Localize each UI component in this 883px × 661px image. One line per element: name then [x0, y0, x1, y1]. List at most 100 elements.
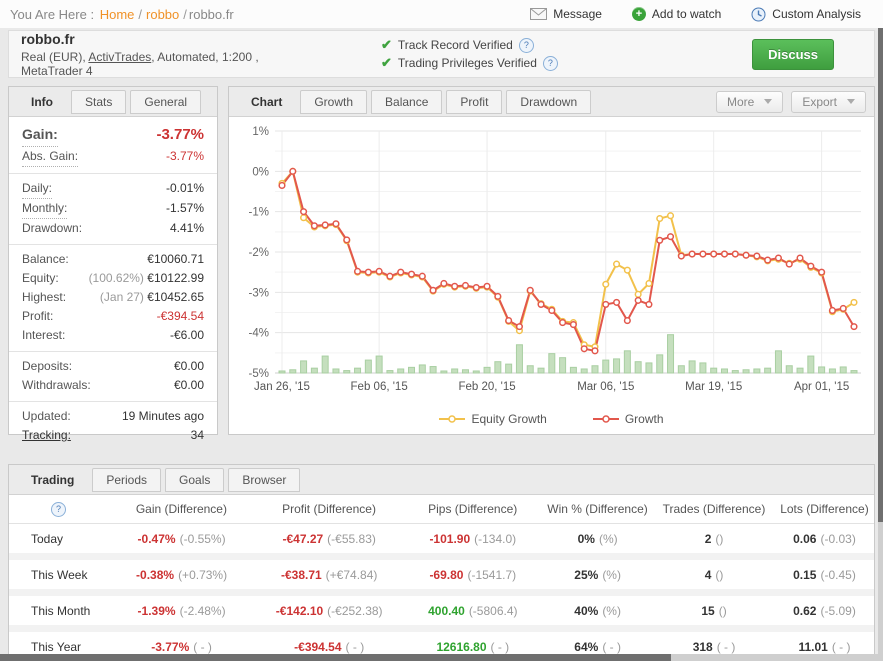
chart-tabstrip: Chart Growth Balance Profit Drawdown More Ex… — [229, 87, 874, 117]
info-row-profit: Profit: -€394.54 — [22, 307, 204, 326]
legend-item-growth[interactable]: Growth — [592, 412, 664, 426]
breadcrumb: You Are Here : Home / robbo / robbo.fr — [10, 7, 234, 22]
chart-tab-profit[interactable]: Profit — [446, 89, 503, 114]
trading-tab-goals[interactable]: Goals — [165, 467, 225, 492]
cell-value: 15 — [701, 603, 715, 618]
table-cell: -€38.71 (+€74.84) — [255, 568, 404, 582]
breadcrumb-current: robbo.fr — [188, 6, 234, 22]
cell-value: 0.62 — [793, 603, 817, 618]
trading-tab-trading[interactable]: Trading — [31, 472, 75, 487]
svg-text:-5%: -5% — [249, 368, 269, 380]
cell-value: 12616.80 — [436, 639, 487, 654]
info-row-abs-gain: Abs. Gain: -3.77% — [22, 147, 204, 167]
breadcrumb-home-link[interactable]: Home — [99, 6, 135, 22]
vertical-scrollbar[interactable] — [878, 28, 883, 661]
more-button[interactable]: More — [715, 90, 784, 113]
cell-difference: ( - ) — [716, 639, 736, 654]
custom-analysis-button[interactable]: Custom Analysis — [751, 7, 861, 22]
info-tab-stats[interactable]: Stats — [71, 89, 127, 114]
column-header-win: Win % (Difference) — [547, 502, 648, 516]
more-label: More — [726, 94, 755, 109]
track-record-badge: ✔ Track Record Verified ? — [381, 37, 752, 53]
period-label: This Year — [31, 639, 82, 654]
chart-tab-chart[interactable]: Chart — [251, 94, 283, 109]
legend-item-equity-growth[interactable]: Equity Growth — [439, 412, 547, 426]
period-label: This Week — [31, 567, 88, 582]
period-label: Today — [31, 531, 64, 546]
info-row-withdrawals: Withdrawals: €0.00 — [22, 376, 204, 395]
group-divider — [9, 173, 217, 174]
help-icon[interactable]: ? — [51, 502, 67, 517]
message-button[interactable]: Message — [530, 7, 602, 21]
column-header-gain: Gain (Difference) — [135, 502, 227, 516]
cell-value: 0.06 — [793, 531, 817, 546]
verification-badges: ✔ Track Record Verified ? ✔ Trading Priv… — [321, 35, 752, 73]
svg-text:-4%: -4% — [249, 328, 269, 340]
cell-value: 11.01 — [798, 639, 828, 654]
custom-analysis-label: Custom Analysis — [772, 7, 861, 21]
chart-tab-growth[interactable]: Growth — [300, 89, 368, 114]
info-row-gain: Gain: -3.77% — [22, 123, 204, 147]
vertical-scrollbar-thumb[interactable] — [878, 28, 883, 522]
info-label-interest: Interest: — [22, 328, 66, 342]
info-label-tracking[interactable]: Tracking: — [22, 428, 71, 442]
table-cell: -69.80 (-1541.7) — [403, 568, 542, 582]
info-tab-info[interactable]: Info — [31, 94, 53, 109]
cell-difference: (-5.09) — [820, 603, 856, 618]
info-tab-general[interactable]: General — [130, 89, 202, 114]
info-row-balance: Balance: €10060.71 — [22, 250, 204, 269]
export-label: Export — [802, 94, 837, 109]
cell-difference: () — [715, 567, 724, 582]
cell-difference: (%) — [602, 603, 621, 618]
help-icon[interactable]: ? — [518, 37, 534, 53]
cell-value: -1.39% — [137, 603, 176, 618]
checkmark-icon: ✔ — [381, 55, 392, 70]
help-icon[interactable]: ? — [542, 55, 558, 71]
info-panel: Info Stats General Gain: -3.77% Abs. Gain: -3… — [8, 86, 218, 442]
trading-table-body: Today -0.47% (-0.55%) -€47.27 (-€55.83) -101.… — [9, 524, 874, 656]
add-to-watch-button[interactable]: + Add to watch — [631, 7, 721, 21]
cell-difference: (-€55.83) — [327, 531, 376, 546]
cell-value: 318 — [692, 639, 713, 654]
info-row-highest: Highest: (Jan 27) €10452.65 — [22, 288, 204, 307]
info-label-withdrawals: Withdrawals: — [22, 378, 91, 392]
info-label-deposits: Deposits: — [22, 359, 73, 373]
cell-difference: () — [715, 531, 724, 546]
chart-tab-drawdown[interactable]: Drawdown — [506, 89, 592, 114]
group-divider — [9, 401, 217, 402]
info-value-equity: (100.62%) €10122.99 — [88, 271, 204, 285]
account-identity: robbo.fr Real (EUR), ActivTrades, Automa… — [21, 31, 321, 78]
cell-difference: (+€74.84) — [325, 567, 378, 582]
cell-value: -3.77% — [151, 639, 190, 654]
cell-value: -€394.54 — [294, 639, 342, 654]
info-tabs: Info Stats General — [9, 87, 217, 117]
breadcrumb-separator: / — [138, 6, 143, 22]
trading-tab-periods[interactable]: Periods — [92, 467, 162, 492]
cell-value: 400.40 — [428, 603, 465, 618]
chart-tabs: Chart Growth Balance Profit Drawdown — [237, 89, 592, 114]
cell-value: -101.90 — [429, 531, 471, 546]
cell-value: -69.80 — [429, 567, 464, 582]
column-header-pips: Pips (Difference) — [428, 502, 518, 516]
chart-tab-balance[interactable]: Balance — [371, 89, 443, 114]
cell-difference: (-0.55%) — [179, 531, 226, 546]
svg-text:-1%: -1% — [249, 207, 269, 219]
cell-difference: (-0.45) — [820, 567, 856, 582]
discuss-button[interactable]: Discuss — [752, 38, 834, 70]
horizontal-scrollbar-thumb[interactable] — [0, 654, 672, 661]
info-label-profit: Profit: — [22, 309, 54, 323]
account-header: robbo.fr Real (EUR), ActivTrades, Automa… — [8, 30, 875, 78]
info-row-interest: Interest: -€6.00 — [22, 326, 204, 345]
account-details: , Automated, 1:200 , MetaTrader 4 — [21, 49, 259, 78]
table-cell: 12616.80( - ) — [403, 640, 542, 654]
broker-link[interactable]: ActivTrades — [88, 49, 152, 64]
trading-privileges-badge: ✔ Trading Privileges Verified ? — [381, 55, 752, 71]
cell-value: -0.38% — [136, 567, 175, 582]
table-row-today: Today -0.47% (-0.55%) -€47.27 (-€55.83) -101.… — [9, 524, 874, 553]
breadcrumb-profile-link[interactable]: robbo — [146, 6, 180, 22]
trading-tab-browser[interactable]: Browser — [228, 467, 301, 492]
header-help-cell: ? — [9, 501, 108, 517]
export-button[interactable]: Export — [791, 90, 866, 113]
chevron-down-icon — [847, 99, 855, 104]
horizontal-scrollbar[interactable] — [0, 654, 883, 661]
